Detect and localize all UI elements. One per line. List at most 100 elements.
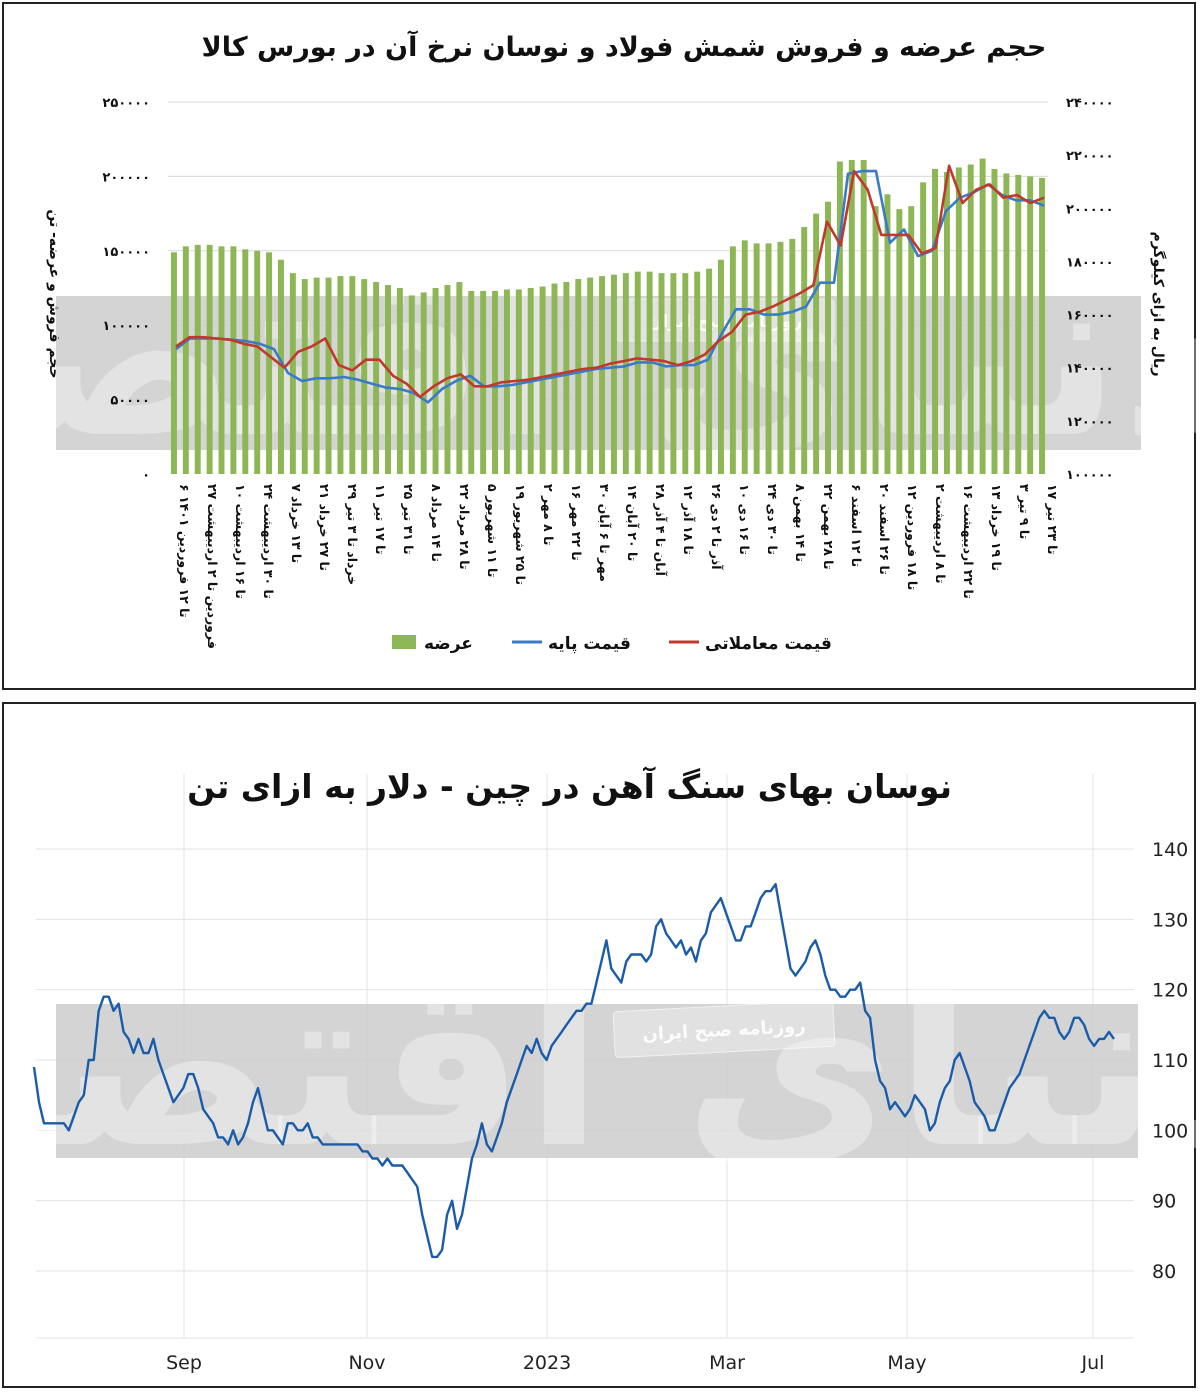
category-label: ۲۲ تا ۲۸ بهمن <box>821 484 836 570</box>
chart-title: حجم عرضه و فروش شمش فولاد و نوسان نرخ آن… <box>202 30 1047 63</box>
supply-bar <box>349 276 356 474</box>
supply-bar <box>1027 176 1034 474</box>
supply-bar <box>622 273 629 474</box>
iron-ore-line <box>32 882 1115 1259</box>
category-label: ۱۲ تا ۱۸ فروردین <box>905 484 920 590</box>
right-tick-label: ۲۲۰۰۰۰ <box>1066 149 1114 164</box>
supply-bar <box>266 252 273 474</box>
supply-bar <box>337 276 344 474</box>
supply-bar <box>706 268 713 474</box>
price-line <box>175 164 1045 399</box>
category-label: ۲۷ فروردین تا ۲ اردیبهشت <box>205 484 220 649</box>
supply-bar <box>301 279 308 474</box>
category-label: ۱۰ تا ۱۶ دی <box>737 484 752 555</box>
supply-bar <box>492 290 498 474</box>
right-axis-label: ریال به ازای کیلوگرم <box>1150 231 1167 376</box>
supply-bar <box>456 282 463 474</box>
supply-bar <box>896 209 903 474</box>
right-tick-label: ۱۰۰۰۰۰ <box>1066 468 1114 483</box>
supply-bar <box>729 246 736 474</box>
left-axis-label: حجم فروش و عرضه- تن <box>46 209 62 378</box>
left-tick-label: ۲۵۰۰۰۰ <box>102 96 150 111</box>
iron-ore-chart-panel: روزنامه صبح ایران دنیای اقتصاد 80 90 100 11… <box>2 702 1198 1388</box>
right-tick-label: ۲۰۰۰۰۰ <box>1066 202 1114 217</box>
category-label: ۱۱ تا ۱۷ تیر <box>373 484 388 555</box>
category-label: ۲ تا ۸ مهر <box>541 484 556 546</box>
category-label: ۳۰ مهر تا ۶ آبان <box>597 484 612 582</box>
right-tick-label: ۱۴۰۰۰۰ <box>1066 362 1114 377</box>
supply-bar <box>480 290 487 474</box>
category-label: ۸ تا ۱۴ بهمن <box>793 484 808 562</box>
legend-supply-swatch <box>392 635 416 649</box>
right-axis-ticks: ۱۰۰۰۰۰ ۱۲۰۰۰۰ ۱۴۰۰۰۰ ۱۶۰۰۰۰ ۱۸۰۰۰۰ ۲۰۰۰۰۰ ۲۲۰۰… <box>1066 96 1114 483</box>
category-label: ۲۴ تا ۳۰ اردیبهشت <box>261 484 276 599</box>
x-tick-label: May <box>887 1352 926 1374</box>
legend-supply-label: عرضه <box>424 634 473 654</box>
supply-bar <box>801 226 808 474</box>
category-label: ۱۳ تا ۱۹ خرداد <box>989 484 1004 571</box>
supply-bar <box>694 271 701 474</box>
iron-ore-chart: روزنامه صبح ایران دنیای اقتصاد 80 90 100 11… <box>4 766 1198 1374</box>
category-labels: ۶ تا ۱۲ فروردین ۱۴۰۱ ۲۷ فروردین تا ۲ اردی… <box>177 484 1060 649</box>
y-axis-ticks: 80 90 100 110 120 130 140 <box>1152 839 1188 1283</box>
right-tick-label: ۲۴۰۰۰۰ <box>1066 96 1114 111</box>
supply-bar <box>1015 174 1022 474</box>
category-label: ۷ تا ۱۳ خرداد <box>289 484 304 563</box>
category-label: ۱۹ تا ۲۵ شهریور <box>513 484 528 585</box>
category-label: ۱۶ تا ۲۲ مهر <box>569 484 584 561</box>
supply-bar <box>408 295 415 474</box>
supply-bar <box>373 282 380 474</box>
y-tick-label: 80 <box>1152 1261 1176 1283</box>
watermark-logo: دنیای اقتصاد <box>4 932 1198 1199</box>
supply-bar <box>599 276 606 474</box>
supply-bar <box>908 206 915 474</box>
supply-bar <box>278 259 284 474</box>
category-label: ۳ تا ۹ تیر <box>1017 484 1032 539</box>
supply-bar <box>1039 177 1046 474</box>
supply-bar <box>741 240 748 474</box>
supply-bar <box>361 279 368 474</box>
supply-bar <box>813 213 820 474</box>
left-tick-label: ۲۰۰۰۰۰ <box>102 170 150 185</box>
supply-bar <box>932 168 938 474</box>
x-tick-label: Mar <box>709 1352 745 1374</box>
supply-bar <box>170 252 177 474</box>
category-label: ۱۰ تا ۱۶ اردیبهشت <box>233 484 248 599</box>
supply-bar <box>670 273 677 474</box>
supply-bar <box>182 246 189 474</box>
supply-bar <box>313 277 320 474</box>
supply-bar <box>658 273 665 474</box>
x-axis-ticks: Sep Nov 2023 Mar May Jul <box>166 1352 1104 1374</box>
supply-bar <box>194 244 201 474</box>
supply-bar <box>967 164 974 474</box>
y-tick-label: 110 <box>1152 1050 1188 1072</box>
supply-bar <box>587 277 594 474</box>
supply-bar <box>432 288 439 474</box>
supply-bar <box>955 167 962 474</box>
x-tick-label: Sep <box>166 1352 202 1374</box>
supply-bar <box>765 243 772 474</box>
supply-bar <box>254 250 261 474</box>
supply-bar <box>610 274 617 474</box>
supply-bar <box>884 194 891 474</box>
category-label: ۱۴ تا ۲۰ آبان <box>625 484 640 561</box>
steel-chart: روزنامه صبح ایران دنیای اقتصاد ۰ ۵۰۰۰۰ ۱۰۰… <box>4 30 1198 654</box>
price-lines <box>175 164 1045 404</box>
supply-bar <box>634 271 641 474</box>
supply-bar <box>575 279 582 474</box>
category-label: ۸ تا ۱۴ مرداد <box>429 484 444 562</box>
chart-title: نوسان بهای سنگ آهن در چین - دلار به ازای… <box>187 766 952 807</box>
supply-bar <box>943 171 950 474</box>
legend-base-price-label: قیمت پایه <box>548 634 631 654</box>
watermark-band: روزنامه صبح ایران دنیای اقتصاد <box>4 222 1198 489</box>
supply-bar <box>789 238 796 474</box>
legend: عرضه قیمت پایه قیمت معاملاتی <box>392 634 832 654</box>
right-tick-label: ۱۸۰۰۰۰ <box>1066 255 1114 270</box>
x-tick-label: 2023 <box>523 1352 571 1374</box>
category-label: ۲۸ آبان تا ۴ آذر <box>653 484 668 577</box>
category-label: ۱۲ تا ۱۸ آذر <box>681 484 696 555</box>
supply-bar <box>860 160 867 474</box>
category-label: ۲۰ تا ۲۶ اسفند <box>877 484 892 575</box>
y-tick-label: 90 <box>1152 1191 1176 1213</box>
category-label: ۵ تا ۱۱ شهریور <box>485 484 500 577</box>
